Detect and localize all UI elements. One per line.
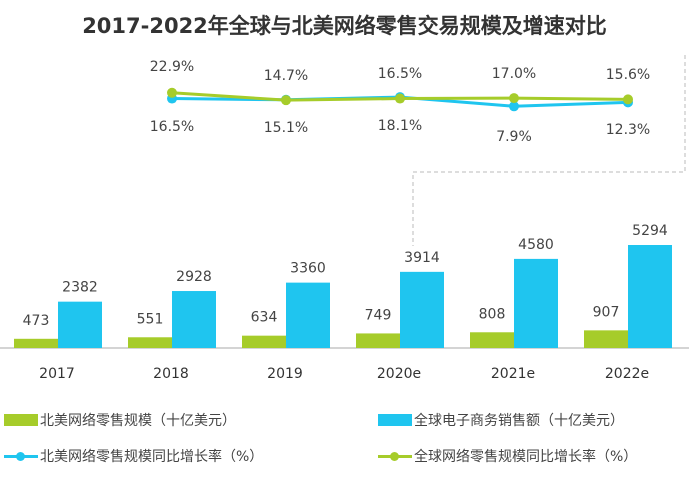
bar-global-ecommerce-2020e — [400, 271, 444, 348]
legend-label: 全球网络零售规模同比增长率（%） — [414, 449, 638, 465]
bar-global-ecommerce-2021e — [514, 258, 558, 348]
x-tick-label: 2019 — [267, 366, 303, 382]
point-na-growth-2021e — [509, 101, 519, 112]
data-label-na-growth: 15.1% — [264, 120, 308, 136]
bar-na-retail-2020e — [356, 333, 400, 348]
bar-global-ecommerce-2018 — [172, 291, 216, 348]
data-label-global-ecommerce: 2382 — [62, 280, 98, 296]
legend-item-global-growth: 全球网络零售规模同比增长率（%） — [378, 446, 637, 466]
bar-global-ecommerce-2022e — [628, 245, 672, 348]
legend-label: 全球电子商务销售额（十亿美元） — [414, 413, 624, 429]
legend-line-marker — [4, 450, 38, 462]
plot-area: 473 2382 2017 551 2928 2018 634 3360 2019 749 3914… — [0, 55, 689, 382]
x-tick-label: 2020e — [377, 366, 421, 382]
legend-swatch — [4, 414, 38, 426]
point-global-growth-2018 — [167, 87, 177, 98]
data-label-na-retail: 749 — [365, 307, 392, 323]
point-global-growth-2022e — [623, 94, 633, 105]
data-label-global-growth: 14.7% — [264, 68, 308, 84]
bar-na-retail-2019 — [242, 335, 286, 348]
bar-global-ecommerce-2017 — [58, 301, 102, 348]
data-label-na-retail: 808 — [479, 306, 506, 322]
bar-global-ecommerce-2019 — [286, 282, 330, 348]
bar-na-retail-2017 — [14, 338, 58, 348]
data-label-global-growth: 22.9% — [150, 59, 194, 75]
legend-item-global-ecommerce: 全球电子商务销售额（十亿美元） — [378, 410, 624, 430]
legend-item-na-growth: 北美网络零售规模同比增长率（%） — [4, 446, 263, 466]
data-label-na-growth: 12.3% — [606, 122, 650, 138]
legend-label: 北美网络零售规模（十亿美元） — [40, 413, 236, 429]
legend-swatch — [378, 414, 412, 426]
x-tick-label: 2018 — [153, 366, 189, 382]
data-label-global-ecommerce: 3914 — [404, 250, 440, 266]
legend-line-marker — [378, 450, 412, 462]
legend-item-na-retail: 北美网络零售规模（十亿美元） — [4, 410, 236, 430]
dashed-connector — [412, 55, 686, 246]
x-tick-label: 2022e — [605, 366, 649, 382]
data-label-global-growth: 16.5% — [378, 66, 422, 82]
point-global-growth-2019 — [281, 95, 291, 106]
data-label-global-ecommerce: 3360 — [290, 261, 326, 277]
data-label-na-growth: 7.9% — [496, 129, 532, 145]
data-label-na-growth: 16.5% — [150, 119, 194, 135]
point-global-growth-2021e — [509, 93, 519, 104]
data-label-global-growth: 15.6% — [606, 67, 650, 83]
point-global-growth-2020e — [395, 93, 405, 104]
chart-title: 2017-2022年全球与北美网络零售交易规模及增速对比 — [82, 14, 607, 38]
data-label-global-ecommerce: 5294 — [632, 223, 668, 239]
data-label-na-retail: 473 — [23, 313, 50, 329]
data-label-global-ecommerce: 2928 — [176, 269, 212, 285]
legend-label: 北美网络零售规模同比增长率（%） — [40, 449, 264, 465]
data-label-na-retail: 907 — [593, 304, 620, 320]
x-tick-label: 2017 — [39, 366, 75, 382]
data-label-global-ecommerce: 4580 — [518, 237, 554, 253]
bar-na-retail-2021e — [470, 332, 514, 348]
data-label-na-retail: 634 — [251, 310, 278, 326]
bar-na-retail-2022e — [584, 330, 628, 348]
bar-na-retail-2018 — [128, 337, 172, 348]
data-label-global-growth: 17.0% — [492, 66, 536, 82]
x-tick-label: 2021e — [491, 366, 535, 382]
data-label-na-growth: 18.1% — [378, 118, 422, 134]
data-label-na-retail: 551 — [137, 311, 164, 327]
